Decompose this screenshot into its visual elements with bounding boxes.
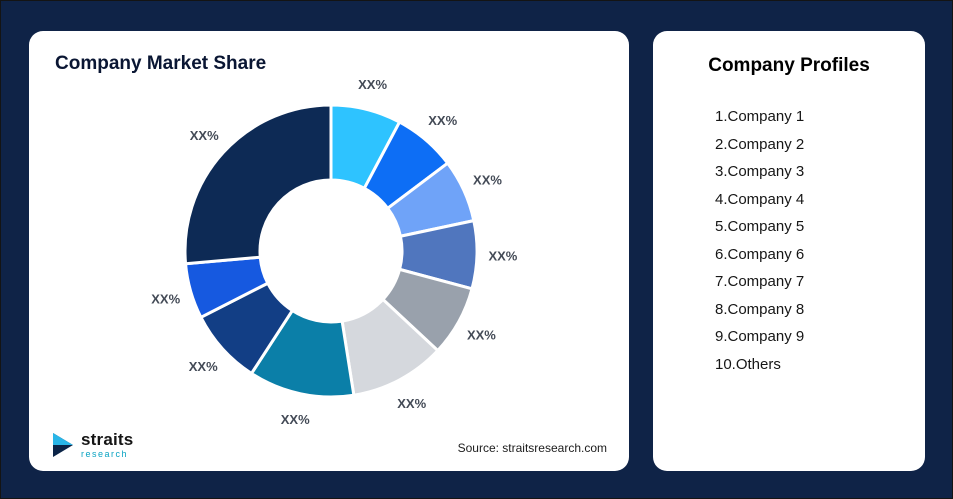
list-item: 5.Company 5 [715, 218, 805, 235]
list-item: 1.Company 1 [715, 108, 805, 125]
slice-label: XX% [397, 396, 426, 411]
slice-label: XX% [428, 113, 457, 128]
slice-label: XX% [467, 327, 496, 342]
company-list: 1.Company 1 2.Company 2 3.Company 3 4.Compa… [715, 103, 911, 378]
list-item: 8.Company 8 [715, 300, 805, 318]
list-item: 3.Company 3 [715, 163, 805, 180]
list-item: 6.Company 6 [715, 245, 805, 263]
list-item: 4.Company 4 [715, 190, 805, 208]
donut-chart: XX% XX% XX% XX% XX% XX% XX% XX% XX% XX% [151, 77, 518, 427]
slice-label: XX% [189, 359, 218, 374]
list-item: 10.Others [715, 355, 781, 373]
slice-label: XX% [190, 128, 219, 143]
slice-label: XX% [281, 412, 310, 427]
straits-research-logo: straits research [51, 431, 133, 459]
logo-text: straits research [81, 431, 133, 459]
list-item: 7.Company 7 [715, 273, 805, 290]
slice-label: XX% [151, 291, 180, 306]
logo-sub: research [81, 449, 129, 459]
slice-label: XX% [488, 249, 517, 264]
list-item: 2.Company 2 [715, 135, 805, 153]
logo-icon [53, 433, 73, 457]
logo-brand: straits [81, 430, 134, 449]
slice-label: XX% [358, 77, 387, 92]
source-attribution: Source: straitsresearch.com [457, 441, 607, 455]
slice-label: XX% [473, 173, 502, 188]
donut-segment-others [183, 103, 333, 266]
list-item: 9.Company 9 [715, 328, 805, 345]
company-profiles-card: Company Profiles 1.Company 1 2.Company 2 3… [653, 31, 925, 471]
profiles-title: Company Profiles [708, 55, 870, 76]
market-share-card: Company Market Share XX% XX% XX% XX% XX% XX% X… [29, 31, 629, 471]
chart-title: Company Market Share [55, 53, 267, 74]
